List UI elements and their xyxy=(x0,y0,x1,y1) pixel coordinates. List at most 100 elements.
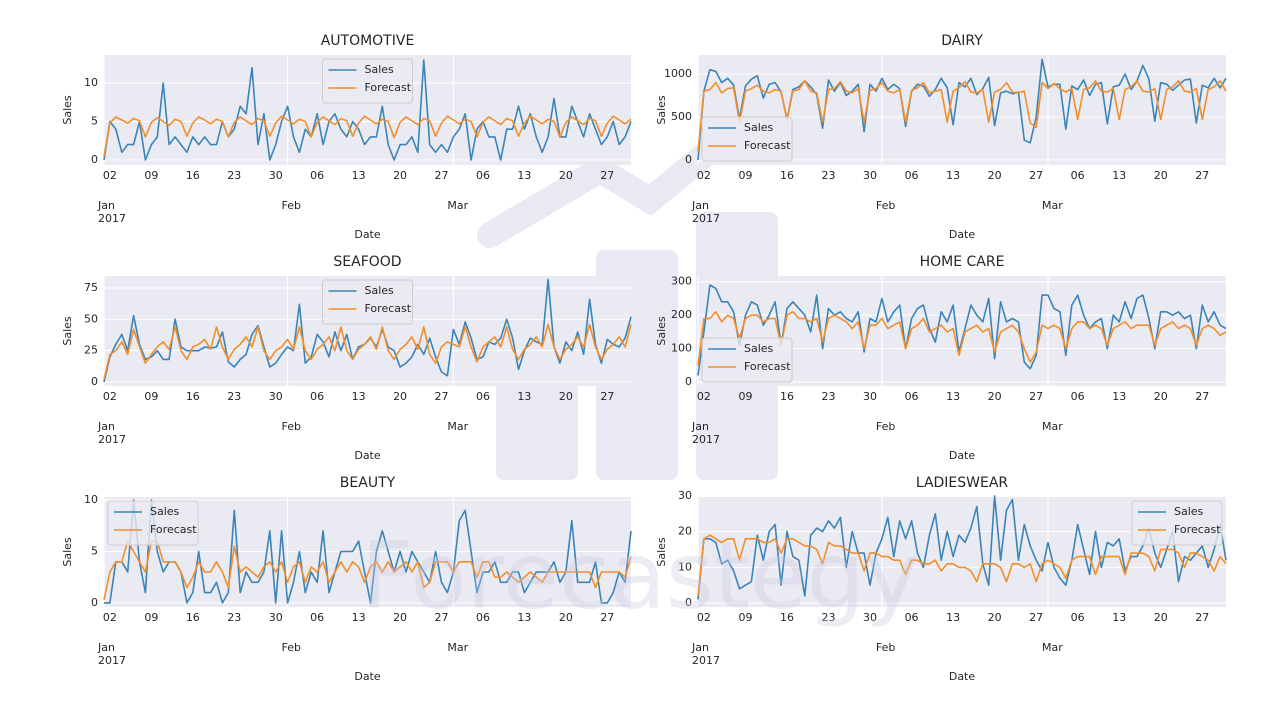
x-tick-label: 20 xyxy=(393,169,407,182)
x-tick-label: 27 xyxy=(1195,169,1209,182)
x-axis-label: Date xyxy=(949,228,976,241)
y-axis-label: Sales xyxy=(655,537,668,567)
x-tick-label: 02 xyxy=(103,611,117,624)
x-tick-label: 09 xyxy=(144,390,158,403)
x-tick-label: 23 xyxy=(822,390,836,403)
watermark-text: Forecastegy xyxy=(361,522,920,629)
y-tick-label: 50 xyxy=(84,312,98,325)
series-line xyxy=(697,311,1227,366)
x-tick-label: 13 xyxy=(352,611,366,624)
x-tick-label: 02 xyxy=(697,611,711,624)
x-tick-label: 06 xyxy=(1071,169,1085,182)
x-tick-label: 20 xyxy=(988,390,1002,403)
x-tick-label-major: Feb xyxy=(876,199,895,212)
x-tick-label: 27 xyxy=(435,611,449,624)
y-tick-label: 300 xyxy=(671,275,692,288)
x-tick-label: 30 xyxy=(269,169,283,182)
x-tick-label: 27 xyxy=(1029,390,1043,403)
x-tick-sublabel: 2017 xyxy=(98,433,126,446)
x-tick-label: 16 xyxy=(780,169,794,182)
x-tick-label: 09 xyxy=(738,611,752,624)
x-tick-label-major: Feb xyxy=(876,641,895,654)
series-line xyxy=(697,284,1227,376)
x-tick-label: 23 xyxy=(227,611,241,624)
x-tick-sublabel: 2017 xyxy=(98,654,126,667)
x-tick-label: 06 xyxy=(905,169,919,182)
y-axis-label: Sales xyxy=(655,316,668,346)
x-tick-label: 20 xyxy=(559,169,573,182)
x-tick-label-major: Mar xyxy=(1042,199,1063,212)
y-axis-label: Sales xyxy=(61,95,74,125)
legend: Sales Forecast xyxy=(1131,500,1223,546)
x-tick-label: 06 xyxy=(905,390,919,403)
legend: Sales Forecast xyxy=(322,279,413,325)
x-axis-label: Date xyxy=(949,670,976,683)
x-tick-label: 16 xyxy=(780,611,794,624)
x-tick-label: 20 xyxy=(1154,169,1168,182)
y-tick-label: 10 xyxy=(678,560,692,573)
x-tick-label: 27 xyxy=(1195,611,1209,624)
x-tick-label: 20 xyxy=(1154,611,1168,624)
x-tick-sublabel: 2017 xyxy=(692,212,720,225)
x-tick-label: 30 xyxy=(269,611,283,624)
x-tick-label: 30 xyxy=(269,390,283,403)
x-tick-label: 02 xyxy=(697,169,711,182)
chart-title: AUTOMOTIVE xyxy=(321,33,415,49)
chart-title: HOME CARE xyxy=(920,254,1005,270)
y-tick-label: 200 xyxy=(671,308,692,321)
y-tick-label: 10 xyxy=(84,493,98,506)
y-axis-label: Sales xyxy=(655,95,668,125)
x-tick-label: 06 xyxy=(476,390,490,403)
x-tick-label: 27 xyxy=(600,611,614,624)
x-tick-label: 27 xyxy=(1029,611,1043,624)
y-tick-label: 0 xyxy=(91,375,98,388)
x-tick-label: 06 xyxy=(905,611,919,624)
x-tick-label-major: Jan xyxy=(97,420,115,433)
x-tick-label: 27 xyxy=(1029,169,1043,182)
x-tick-label-major: Mar xyxy=(1042,420,1063,433)
chart-title: BEAUTY xyxy=(340,475,396,491)
legend-label: Forecast xyxy=(150,523,197,536)
x-tick-label-major: Mar xyxy=(447,199,468,212)
x-tick-label-major: Mar xyxy=(447,420,468,433)
x-tick-label: 23 xyxy=(227,390,241,403)
y-tick-label: 100 xyxy=(671,342,692,355)
x-tick-sublabel: 2017 xyxy=(692,433,720,446)
series-line xyxy=(103,59,632,161)
x-tick-label-major: Jan xyxy=(691,420,709,433)
y-tick-label: 0 xyxy=(91,153,98,166)
y-tick-label: 20 xyxy=(678,525,692,538)
y-tick-label: 30 xyxy=(678,489,692,502)
x-tick-label: 13 xyxy=(1112,611,1126,624)
x-tick-label-major: Jan xyxy=(97,199,115,212)
legend-label: Forecast xyxy=(365,302,412,315)
series-line xyxy=(104,499,632,604)
series-line xyxy=(697,80,1227,152)
x-tick-label-major: Mar xyxy=(447,641,468,654)
x-tick-label: 13 xyxy=(946,169,960,182)
x-tick-label: 27 xyxy=(600,390,614,403)
y-tick-label: 75 xyxy=(84,281,98,294)
legend-label: Forecast xyxy=(744,360,791,373)
series-line xyxy=(697,534,1227,596)
x-tick-label: 02 xyxy=(103,169,117,182)
x-tick-label-major: Mar xyxy=(1042,641,1063,654)
x-tick-label: 06 xyxy=(476,611,490,624)
y-tick-label: 1000 xyxy=(664,67,692,80)
x-tick-label: 13 xyxy=(517,169,531,182)
legend: Sales Forecast xyxy=(107,500,199,546)
x-tick-label: 30 xyxy=(863,611,877,624)
x-tick-label: 13 xyxy=(352,390,366,403)
x-tick-label-major: Jan xyxy=(691,641,709,654)
x-tick-label: 20 xyxy=(559,611,573,624)
y-tick-label: 0 xyxy=(91,596,98,609)
y-axis-label: Sales xyxy=(61,316,74,346)
y-axis-label: Sales xyxy=(61,537,74,567)
x-tick-label: 20 xyxy=(559,390,573,403)
x-tick-sublabel: 2017 xyxy=(692,654,720,667)
x-tick-label: 23 xyxy=(822,169,836,182)
